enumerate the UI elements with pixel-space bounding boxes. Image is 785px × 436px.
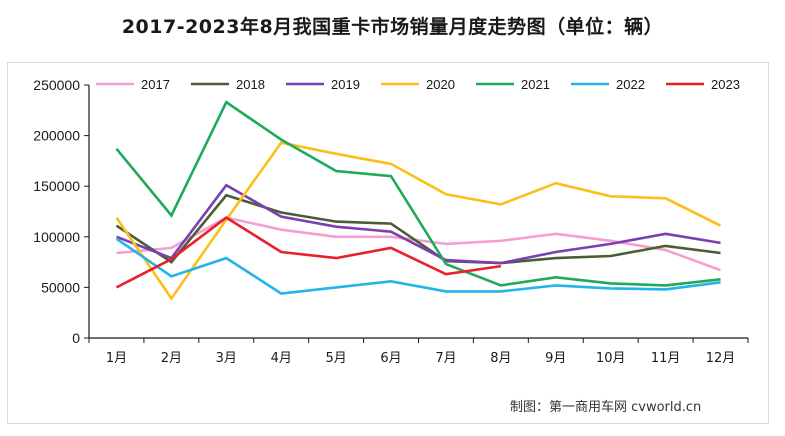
y-tick-label: 0 [72, 330, 80, 346]
series-line-2018 [115, 193, 721, 265]
series-line-2020 [115, 141, 722, 301]
x-tick-label: 11月 [651, 351, 681, 366]
legend: 2017 2018 2019 2020 2021 2022 2023 [96, 77, 740, 92]
legend-label-2022: 2022 [616, 77, 645, 92]
legend-label-2018: 2018 [236, 77, 265, 92]
x-tick-label: 6月 [380, 351, 401, 366]
y-tick-label: 250000 [33, 77, 80, 93]
x-tick-label: 2月 [161, 351, 182, 366]
x-tick-label: 12月 [706, 351, 736, 366]
legend-label-2023: 2023 [711, 77, 740, 92]
legend-label-2020: 2020 [426, 77, 455, 92]
y-tick-label: 100000 [33, 229, 80, 245]
legend-label-2019: 2019 [331, 77, 360, 92]
x-tick-label: 4月 [271, 351, 292, 366]
series-line-2019 [116, 183, 721, 265]
x-tick-label: 8月 [490, 351, 511, 366]
x-tick-label: 10月 [596, 351, 626, 366]
legend-label-2017: 2017 [141, 77, 170, 92]
x-tick-label: 9月 [545, 351, 566, 366]
series-line-2021 [115, 100, 721, 287]
axes: 0 50000 100000 150000 200000 250000 1月 2月 3月 4月 5月… [33, 77, 749, 366]
x-tick-label: 3月 [216, 351, 237, 366]
series-line-2023 [115, 216, 502, 289]
x-tick-label: 5月 [325, 351, 346, 366]
chart-credit: 制图：第一商用车网 cvworld.cn [510, 400, 702, 415]
y-tick-label: 50000 [41, 279, 80, 295]
legend-label-2021: 2021 [521, 77, 550, 92]
chart-title: 2017-2023年8月我国重卡市场销量月度走势图（单位：辆） [121, 16, 664, 38]
y-tick-label: 200000 [33, 128, 80, 144]
x-tick-label: 1月 [106, 351, 127, 366]
series-line-2022 [115, 237, 721, 295]
series-lines [115, 100, 722, 301]
x-tick-label: 7月 [435, 351, 456, 366]
y-tick-label: 150000 [33, 178, 80, 194]
